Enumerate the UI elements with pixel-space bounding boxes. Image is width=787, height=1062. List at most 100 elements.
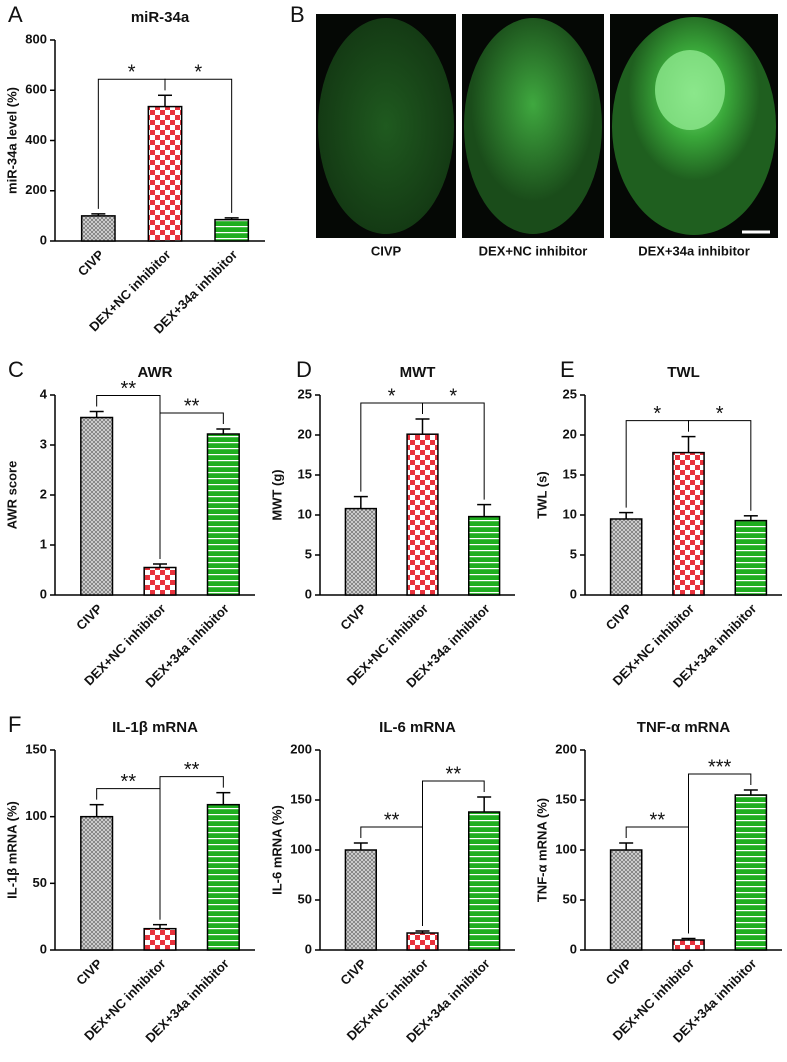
bar bbox=[206, 803, 240, 951]
bar bbox=[609, 849, 643, 951]
significance-label: * bbox=[716, 403, 724, 425]
bar bbox=[143, 566, 177, 596]
panel-label: A bbox=[8, 2, 23, 27]
y-tick-label: 150 bbox=[25, 741, 47, 756]
bar bbox=[468, 515, 501, 596]
y-tick-label: 200 bbox=[555, 741, 577, 756]
chart-title: AWR bbox=[138, 364, 173, 381]
y-axis-label: TWL (s) bbox=[534, 471, 549, 518]
image-caption: DEX+NC inhibitor bbox=[479, 243, 588, 258]
y-tick-label: 50 bbox=[563, 891, 577, 906]
chart-title: miR-34a bbox=[131, 9, 190, 26]
y-tick-label: 100 bbox=[555, 841, 577, 856]
y-tick-label: 5 bbox=[305, 546, 312, 561]
bar bbox=[143, 927, 177, 951]
y-tick-label: 800 bbox=[25, 31, 47, 46]
panel-label: D bbox=[296, 357, 312, 382]
y-tick-label: 3 bbox=[40, 436, 47, 451]
significance-bracket bbox=[164, 78, 233, 213]
y-tick-label: 200 bbox=[25, 182, 47, 197]
significance-label: ** bbox=[121, 771, 137, 793]
significance-label: * bbox=[653, 403, 661, 425]
significance-bracket bbox=[159, 776, 224, 920]
x-tick-label: CIVP bbox=[603, 956, 635, 988]
bar bbox=[672, 451, 705, 596]
bar bbox=[468, 811, 501, 951]
x-tick-label: CIVP bbox=[73, 956, 105, 988]
bar bbox=[734, 794, 768, 951]
y-tick-label: 0 bbox=[40, 232, 47, 247]
bar bbox=[206, 433, 240, 596]
significance-label: ** bbox=[446, 763, 462, 785]
image-caption: CIVP bbox=[371, 243, 402, 258]
chart-title: MWT bbox=[400, 364, 436, 381]
bar bbox=[344, 507, 377, 596]
bar bbox=[147, 105, 183, 242]
significance-label: ** bbox=[184, 759, 200, 781]
significance-label: *** bbox=[708, 756, 732, 778]
bar bbox=[344, 849, 377, 951]
chart-title: TWL bbox=[667, 364, 699, 381]
significance-label: * bbox=[128, 62, 136, 84]
significance-bracket bbox=[688, 420, 752, 511]
y-tick-label: 20 bbox=[298, 426, 312, 441]
x-tick-label: CIVP bbox=[337, 956, 369, 988]
y-tick-label: 400 bbox=[25, 132, 47, 147]
x-tick-label: CIVP bbox=[337, 601, 369, 633]
y-tick-label: 0 bbox=[40, 941, 47, 956]
y-tick-label: 0 bbox=[570, 586, 577, 601]
y-axis-label: TNF-α mRNA (%) bbox=[534, 798, 549, 902]
significance-label: * bbox=[388, 385, 396, 407]
significance-bracket bbox=[688, 773, 752, 934]
y-tick-label: 0 bbox=[40, 586, 47, 601]
y-tick-label: 100 bbox=[25, 808, 47, 823]
significance-label: ** bbox=[384, 809, 400, 831]
significance-label: ** bbox=[184, 395, 200, 417]
bar bbox=[214, 218, 250, 242]
y-tick-label: 150 bbox=[555, 791, 577, 806]
y-tick-label: 150 bbox=[290, 791, 312, 806]
panel-label: B bbox=[290, 2, 305, 27]
bar bbox=[406, 932, 439, 951]
bar bbox=[80, 215, 116, 242]
significance-label: * bbox=[194, 62, 202, 84]
y-tick-label: 50 bbox=[33, 875, 47, 890]
significance-label: * bbox=[449, 385, 457, 407]
image-caption: DEX+34a inhibitor bbox=[638, 243, 750, 258]
chart-title: TNF-α mRNA bbox=[637, 719, 731, 736]
y-tick-label: 0 bbox=[305, 941, 312, 956]
y-tick-label: 5 bbox=[570, 546, 577, 561]
y-tick-label: 10 bbox=[563, 506, 577, 521]
bar bbox=[609, 518, 643, 596]
y-axis-label: IL-6 mRNA (%) bbox=[269, 805, 284, 895]
chart-title: IL-6 mRNA bbox=[379, 719, 456, 736]
bar bbox=[80, 815, 114, 951]
panel-label: C bbox=[8, 357, 24, 382]
significance-bracket bbox=[422, 402, 485, 500]
y-tick-label: 0 bbox=[305, 586, 312, 601]
y-tick-label: 50 bbox=[298, 891, 312, 906]
y-axis-label: MWT (g) bbox=[269, 469, 284, 520]
y-axis-label: IL-1β mRNA (%) bbox=[4, 801, 19, 899]
bar bbox=[734, 519, 768, 596]
y-tick-label: 4 bbox=[40, 386, 48, 401]
y-tick-label: 200 bbox=[290, 741, 312, 756]
y-tick-label: 600 bbox=[25, 82, 47, 97]
significance-label: ** bbox=[650, 809, 666, 831]
x-tick-label: CIVP bbox=[603, 601, 635, 633]
y-tick-label: 25 bbox=[563, 386, 577, 401]
significance-label: ** bbox=[121, 378, 137, 400]
panel-label: F bbox=[8, 712, 21, 737]
y-tick-label: 25 bbox=[298, 386, 312, 401]
significance-bracket bbox=[159, 412, 224, 559]
significance-bracket bbox=[422, 780, 485, 926]
y-tick-label: 15 bbox=[563, 466, 577, 481]
x-tick-label: CIVP bbox=[75, 247, 107, 279]
y-tick-label: 100 bbox=[290, 841, 312, 856]
y-tick-label: 15 bbox=[298, 466, 312, 481]
x-tick-label: CIVP bbox=[73, 601, 105, 633]
y-tick-label: 0 bbox=[570, 941, 577, 956]
y-tick-label: 2 bbox=[40, 486, 47, 501]
y-tick-label: 10 bbox=[298, 506, 312, 521]
